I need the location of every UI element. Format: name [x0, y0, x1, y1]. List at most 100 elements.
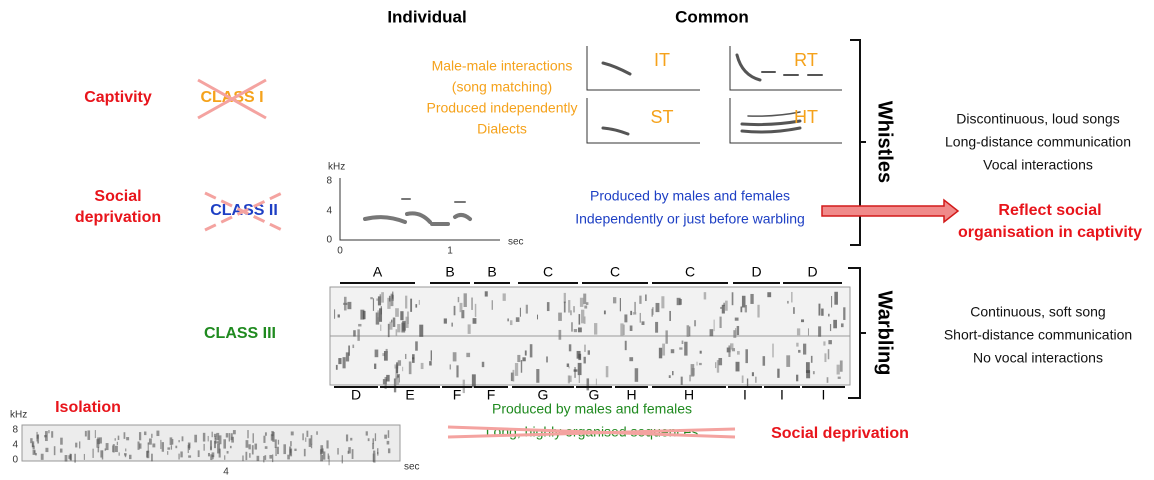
texture [755, 377, 756, 383]
texture [216, 433, 219, 440]
texture [791, 292, 792, 302]
segment-label: D [751, 264, 761, 280]
texture [633, 312, 636, 315]
texture [388, 430, 390, 438]
texture [124, 432, 126, 439]
texture [767, 292, 771, 297]
texture [786, 355, 790, 367]
texture [204, 444, 205, 451]
texture [536, 369, 539, 383]
segment-label: H [684, 387, 694, 403]
spectrogram-trace [365, 199, 470, 224]
texture [214, 441, 216, 448]
texture [640, 313, 641, 323]
texture [95, 430, 96, 438]
texture [642, 321, 645, 325]
texture [471, 298, 473, 310]
texture [710, 329, 714, 336]
texture [834, 292, 838, 305]
texture [129, 455, 131, 459]
texture [348, 447, 351, 453]
texture [119, 452, 120, 455]
texture [148, 443, 149, 452]
texture [290, 441, 292, 446]
texture [115, 446, 118, 452]
texture [358, 324, 361, 327]
texture [526, 305, 528, 314]
texture [248, 444, 250, 449]
texture [579, 372, 580, 383]
texture [714, 320, 715, 332]
texture [227, 451, 229, 454]
texture [98, 447, 99, 452]
texture [584, 345, 586, 352]
texture [338, 358, 341, 364]
note: Continuous, soft song [970, 304, 1105, 320]
texture [396, 329, 398, 336]
texture [458, 297, 460, 302]
texture [630, 311, 632, 315]
texture [596, 379, 597, 386]
texture [415, 341, 418, 350]
texture [160, 440, 161, 449]
note: Produced independently [426, 100, 577, 116]
texture [410, 299, 412, 312]
texture [569, 344, 571, 351]
texture [793, 307, 795, 314]
texture [750, 294, 753, 304]
texture [763, 356, 766, 366]
note: (song matching) [452, 79, 552, 95]
texture [558, 313, 562, 321]
texture [375, 350, 379, 358]
condition: deprivation [75, 209, 161, 226]
texture [742, 376, 744, 383]
texture [388, 324, 390, 337]
texture [326, 440, 328, 448]
segment-label: C [543, 264, 553, 280]
texture [412, 354, 415, 363]
texture [747, 378, 748, 386]
texture [33, 446, 35, 450]
condition: Social [94, 188, 141, 205]
texture [735, 318, 739, 321]
texture [138, 442, 140, 450]
texture [198, 450, 200, 457]
texture [144, 432, 146, 436]
texture [167, 447, 170, 449]
texture [304, 449, 306, 456]
texture [510, 320, 512, 325]
texture [745, 305, 747, 312]
texture [584, 316, 586, 323]
texture [100, 450, 102, 457]
texture [180, 451, 182, 457]
texture [415, 304, 417, 307]
texture [472, 374, 476, 387]
texture [246, 440, 249, 448]
texture [492, 300, 493, 310]
texture [377, 452, 378, 456]
texture [41, 454, 44, 460]
texture [720, 307, 722, 309]
texture [182, 436, 184, 441]
texture [373, 453, 375, 461]
texture [45, 448, 48, 452]
texture [338, 314, 340, 317]
segment-label: D [351, 387, 361, 403]
texture [381, 306, 382, 314]
texture [263, 456, 264, 462]
texture [65, 455, 68, 462]
texture [275, 447, 276, 456]
tick-label: 4 [326, 206, 332, 217]
texture [579, 314, 581, 325]
texture [801, 319, 804, 322]
texture [837, 365, 840, 375]
texture [456, 365, 458, 377]
texture [386, 349, 388, 353]
texture [118, 436, 120, 440]
texture [263, 436, 265, 443]
texture [613, 297, 616, 303]
section-label: Whistles [874, 101, 896, 183]
texture [329, 456, 330, 466]
arrow [822, 200, 958, 222]
texture [574, 329, 577, 332]
